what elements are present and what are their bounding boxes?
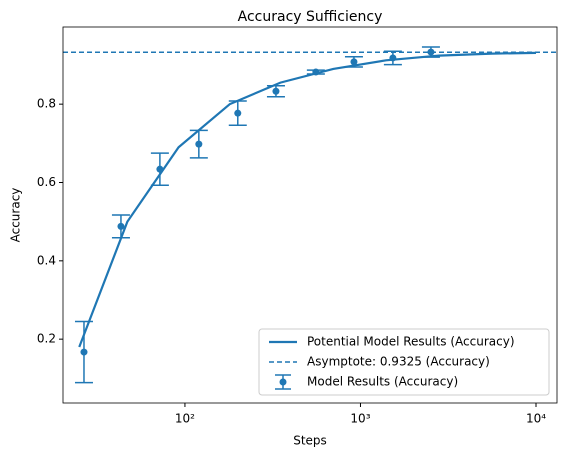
x-tick-label: 10²	[175, 412, 195, 426]
data-point	[117, 222, 125, 230]
y-axis-label: Accuracy	[9, 188, 23, 243]
x-tick-label: 10⁴	[526, 412, 546, 426]
y-tick-label: 0.4	[37, 253, 56, 267]
fit-line	[78, 51, 537, 348]
data-point	[389, 54, 397, 62]
data-point	[195, 140, 203, 148]
data-point	[156, 165, 164, 173]
legend-label: Asymptote: 0.9325 (Accuracy)	[307, 355, 490, 369]
x-tick-label: 10³	[350, 412, 370, 426]
legend-swatch	[279, 378, 287, 386]
data-point	[350, 58, 358, 66]
plot-frame	[62, 26, 558, 404]
legend-label: Potential Model Results (Accuracy)	[307, 335, 515, 349]
data-point	[234, 109, 242, 117]
y-tick-label: 0.8	[37, 97, 56, 111]
data-point	[80, 348, 88, 356]
legend-box	[258, 328, 550, 396]
y-tick-label: 0.6	[37, 175, 56, 189]
data-point	[427, 48, 435, 56]
x-axis-label: Steps	[293, 434, 327, 448]
data-point	[272, 87, 280, 95]
y-tick-label: 0.2	[37, 332, 56, 346]
data-point	[312, 68, 320, 76]
legend-label: Model Results (Accuracy)	[307, 375, 458, 389]
chart-title: Accuracy Sufficiency	[238, 9, 383, 25]
